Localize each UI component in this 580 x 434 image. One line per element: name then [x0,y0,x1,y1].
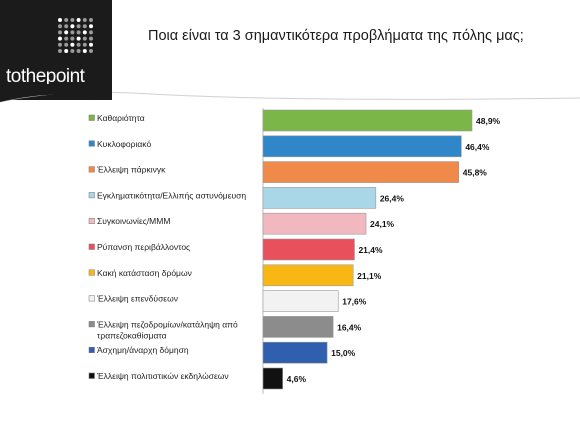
value-label: 24,1% [370,219,395,229]
bar-8 [262,316,334,338]
legend-marker [88,217,95,224]
value-label: 46,4% [465,142,490,152]
value-label: 17,6% [342,297,367,307]
category-label: Κυκλοφοριακό [97,139,151,149]
logo-dot [76,36,81,41]
logo-dot [58,36,62,41]
legend-marker [88,114,95,121]
category-label: Εγκληματικότητα/Ελλιπής αστυνόμευση [97,190,246,200]
value-label: 16,4% [337,322,362,332]
bar-7 [262,290,339,312]
logo-dot [89,49,93,53]
value-label: 15,0% [331,348,356,358]
page-title: Ποια είναι τα 3 σημαντικότερα προβλήματα… [148,28,524,44]
legend-marker [88,140,95,147]
bar-9 [262,341,328,364]
logo-dot [89,18,93,22]
logo-dot [76,49,81,53]
legend-marker [88,372,95,379]
bar-3 [262,187,377,209]
logo-dot [64,24,69,29]
bar-6 [262,264,354,287]
logo-dot [70,36,75,41]
logo-dot [70,18,75,22]
category-label: Καθαριότητα [97,113,145,123]
legend-marker [88,269,95,276]
logo-dots-icon [58,18,93,53]
logo-dot [58,30,62,35]
logo-dot [76,18,81,22]
logo-dot [64,30,69,35]
logo-dot [64,49,69,53]
bar-0 [262,109,473,132]
category-label: Άσχημη/άναρχη δόμηση [97,345,189,355]
category-label: Κακή κατάσταση δρόμων [97,268,192,278]
logo-dot [58,42,62,47]
logo-dot [82,36,87,41]
legend-marker [88,166,95,173]
logo-dot [89,42,93,47]
bar-2 [262,161,460,183]
legend-marker [88,321,95,328]
category-label: Συγκοινωνίες/ΜΜΜ [97,216,170,226]
legend-marker [88,243,95,250]
logo-block: tothepoint [0,0,112,100]
value-label: 45,8% [463,168,488,178]
legend-marker [88,295,95,302]
logo-dot [70,49,75,53]
legend-marker [88,192,95,199]
logo-dot [89,24,93,29]
logo-dot [89,36,93,41]
logo-dot [89,30,93,35]
value-label: 21,4% [358,245,383,255]
logo-dot [58,49,62,53]
logo-dot [64,36,69,41]
value-label: 26,4% [380,193,405,203]
value-label: 48,9% [476,116,501,126]
bar-1 [262,135,462,158]
logo-text: tothepoint [6,66,85,87]
category-label: Έλλειψη επενδύσεων [96,294,178,304]
logo-dot [82,42,87,47]
logo-dot [58,18,62,22]
logo-dot [82,30,87,35]
category-label: Ρύπανση περιβάλλοντος [97,242,190,252]
logo-dot [82,18,87,22]
logo-dot [76,42,81,47]
logo-dot [70,42,75,47]
value-label: 21,1% [357,271,382,281]
logo-dot [58,24,62,29]
category-label: Έλλειψη πεζοδρομίων/κατάληψη από [96,319,238,329]
logo-dot [64,18,69,22]
header-divider-curve [0,84,580,103]
logo-dot [70,30,75,35]
category-label: τραπεζοκαθίσματα [97,330,167,340]
bar-4 [262,212,367,235]
legend-marker [88,346,95,353]
logo-dot [76,24,81,29]
category-label: Έλλειψη πολιτιστικών εκδηλώσεων [96,371,229,381]
bar-5 [262,238,355,261]
logo-dot [82,24,87,29]
logo-dot [76,30,81,35]
bar-10 [262,367,283,390]
logo-dot [64,42,69,47]
category-label: Έλλειψη πάρκινγκ [96,165,166,175]
value-label: 4,6% [287,374,307,384]
logo-dot [82,49,87,53]
logo-dot [70,24,75,29]
